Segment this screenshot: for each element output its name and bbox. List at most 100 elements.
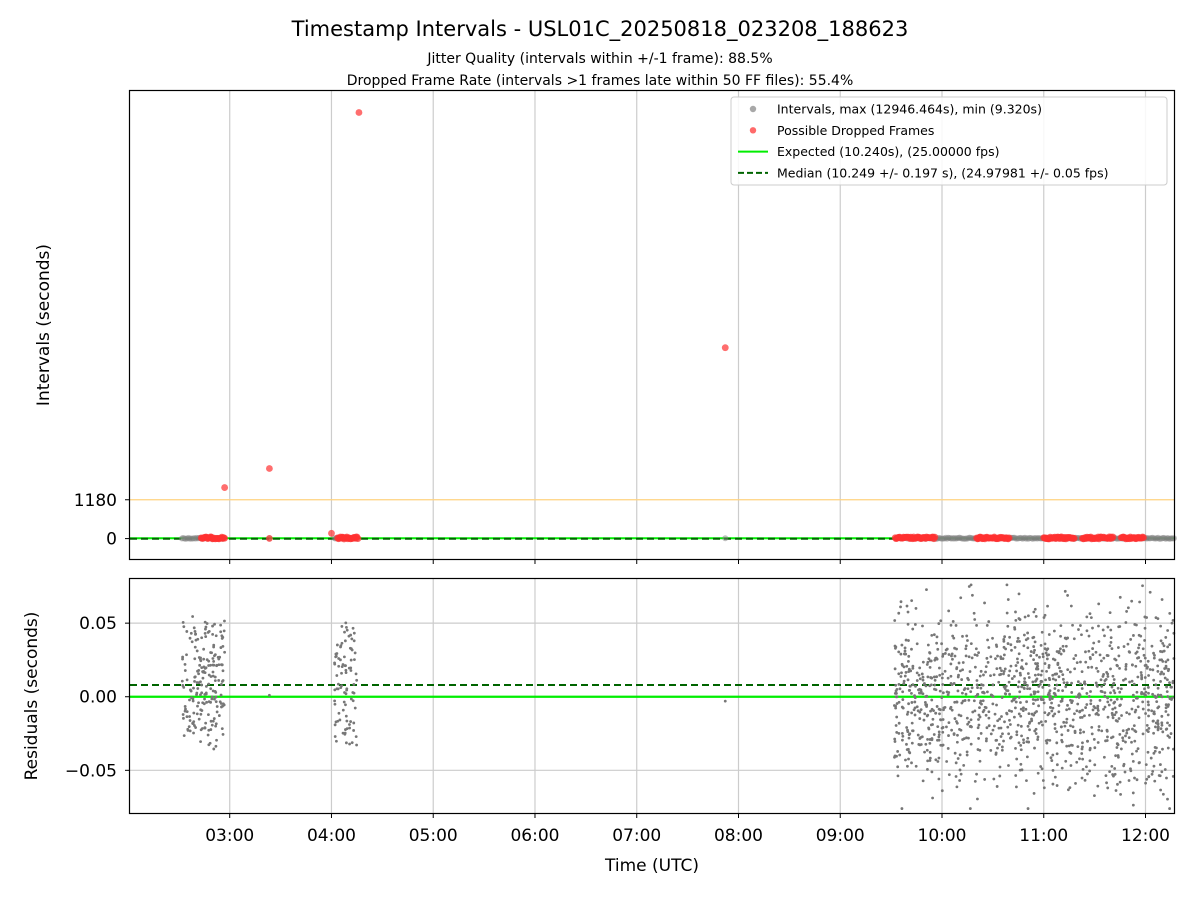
- residual-point: [1088, 713, 1091, 717]
- residual-point: [969, 642, 973, 646]
- x-tick-label: 03:00: [205, 826, 254, 846]
- residual-point: [913, 713, 917, 717]
- residual-point: [1137, 643, 1141, 647]
- residual-point: [1087, 694, 1091, 698]
- residual-point: [1002, 672, 1005, 676]
- residual-point: [1126, 606, 1130, 610]
- residual-point: [1034, 727, 1038, 731]
- residual-point: [1081, 708, 1084, 712]
- residual-point: [1165, 690, 1169, 693]
- residual-point: [989, 655, 993, 659]
- residual-point: [1080, 687, 1084, 690]
- residual-point: [210, 651, 213, 655]
- interval-point: [184, 535, 191, 542]
- residual-point: [1144, 690, 1148, 694]
- residual-point: [1095, 666, 1098, 670]
- residual-point: [1073, 712, 1076, 716]
- residual-point: [339, 645, 342, 649]
- residual-point: [1138, 600, 1142, 604]
- residual-point: [919, 736, 922, 739]
- residual-point: [906, 710, 910, 714]
- residual-point: [1065, 744, 1069, 748]
- residual-point: [1167, 667, 1171, 671]
- interval-point: [941, 535, 948, 542]
- interval-point: [1016, 535, 1023, 542]
- residual-point: [1019, 743, 1023, 747]
- residual-point: [1050, 697, 1054, 700]
- intervals-x-tick-marks: [229, 559, 1147, 564]
- dropped-frame-outlier: [221, 484, 229, 491]
- residual-point: [1038, 682, 1042, 686]
- residual-point: [893, 619, 897, 622]
- residual-point: [213, 697, 216, 701]
- residual-point: [1159, 672, 1162, 676]
- interval-point: [949, 535, 956, 542]
- interval-point: [1034, 535, 1041, 542]
- residual-point: [1152, 678, 1156, 682]
- interval-point: [966, 534, 973, 541]
- residual-point: [1047, 684, 1051, 687]
- intervals-y-tick-label: 1180: [74, 491, 117, 511]
- residual-point: [960, 701, 964, 705]
- residual-point: [1168, 723, 1172, 727]
- residual-point: [1116, 743, 1120, 747]
- residual-point: [1143, 676, 1147, 679]
- residual-point: [1080, 776, 1084, 780]
- residual-point: [958, 753, 962, 757]
- residual-point: [989, 674, 992, 678]
- residual-point: [975, 683, 979, 687]
- residual-point: [1159, 788, 1163, 792]
- residual-point: [1032, 791, 1036, 795]
- residual-point: [915, 679, 919, 682]
- residual-point: [1166, 721, 1169, 725]
- intervals-reference-lines: [130, 499, 1174, 540]
- residual-point: [336, 719, 340, 723]
- residual-point: [181, 684, 185, 687]
- residual-point: [957, 673, 960, 677]
- residual-point: [1156, 664, 1160, 668]
- residual-point: [1032, 645, 1036, 648]
- residual-point: [1143, 656, 1147, 660]
- residual-point: [345, 628, 349, 632]
- interval-point: [1151, 535, 1158, 542]
- residual-point: [1097, 725, 1101, 728]
- residual-point: [1079, 716, 1082, 719]
- residual-point: [223, 619, 226, 623]
- residual-point: [191, 697, 195, 701]
- residual-point: [1153, 779, 1157, 783]
- residual-point: [212, 747, 216, 751]
- residual-point: [937, 733, 941, 737]
- residual-point: [352, 729, 356, 732]
- residual-point: [199, 658, 202, 661]
- residual-point: [1007, 674, 1011, 677]
- residual-point: [1040, 630, 1044, 634]
- residual-point: [1124, 740, 1127, 744]
- residual-point: [954, 775, 958, 778]
- residual-point: [1043, 662, 1047, 665]
- residual-point: [1088, 612, 1092, 616]
- residual-point: [213, 653, 217, 657]
- residual-point: [333, 699, 337, 703]
- residual-point: [200, 683, 203, 687]
- residual-point: [969, 583, 973, 587]
- residual-point: [956, 757, 960, 760]
- residual-point: [348, 646, 352, 650]
- residual-point: [937, 735, 941, 739]
- residual-point: [910, 701, 914, 704]
- residual-point: [1050, 759, 1054, 762]
- residual-point: [915, 705, 919, 709]
- residual-point: [1052, 691, 1056, 695]
- residual-point: [935, 675, 939, 679]
- residual-point: [1033, 648, 1036, 652]
- residual-point: [1111, 713, 1115, 717]
- residual-point: [1118, 780, 1122, 784]
- residual-point: [1032, 610, 1036, 614]
- residual-point: [930, 738, 934, 742]
- residual-point: [991, 695, 995, 698]
- residual-point: [1087, 649, 1091, 653]
- residual-point: [1092, 641, 1096, 645]
- residual-point: [962, 763, 966, 767]
- residual-point: [1110, 647, 1114, 650]
- residual-point: [1131, 759, 1135, 763]
- residual-point: [972, 699, 976, 703]
